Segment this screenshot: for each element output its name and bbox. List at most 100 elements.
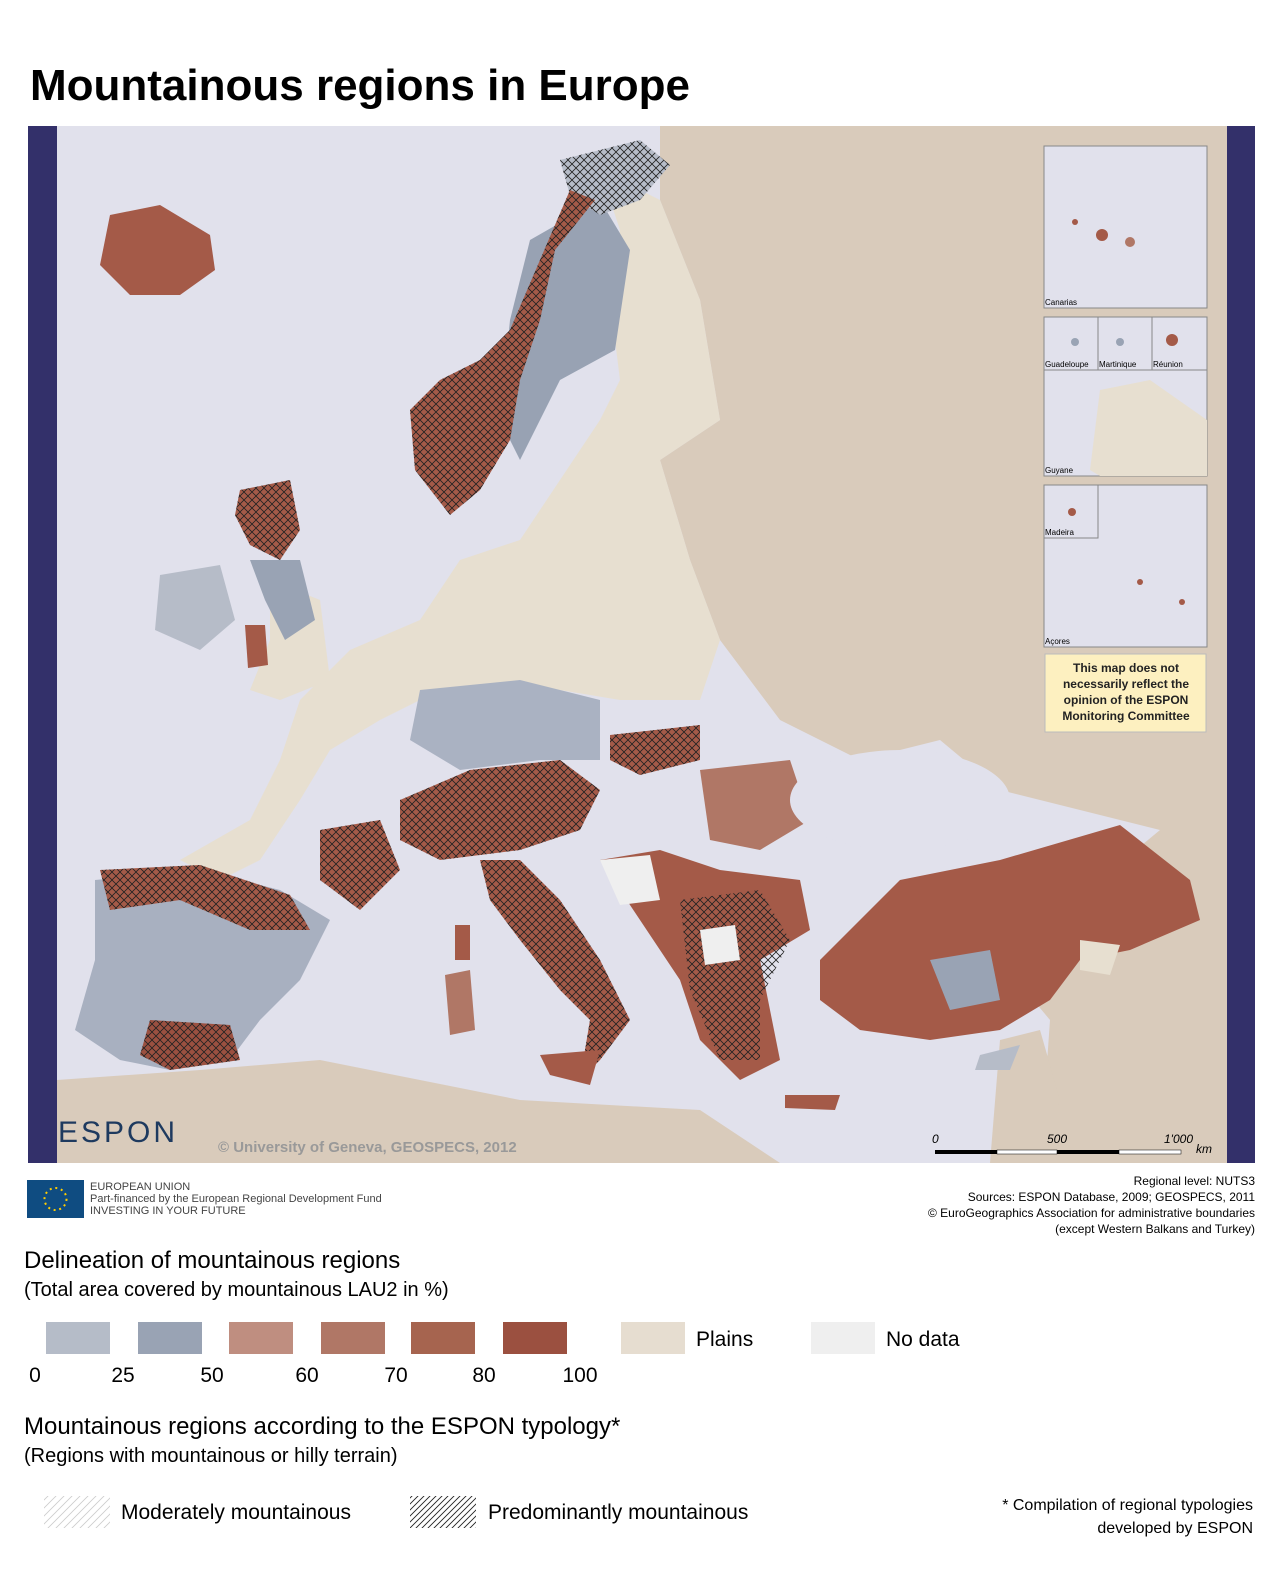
wales — [245, 625, 268, 668]
black-sea — [790, 750, 1010, 850]
swatch — [138, 1322, 202, 1354]
disclaimer: This map does not necessarily reflect th… — [1062, 661, 1190, 723]
inset-label: Madeira — [1045, 528, 1074, 537]
legend-breaks: 0 25 50 60 70 80 100 — [29, 1364, 597, 1387]
guyane-land — [1090, 380, 1207, 476]
plains-label: Plains — [696, 1328, 753, 1351]
iceland — [100, 205, 215, 295]
cantabria-hatch — [100, 865, 310, 930]
footnote-line: developed by ESPON — [1097, 1520, 1253, 1537]
scale-bar: 0 500 1'000 km — [932, 1132, 1212, 1156]
north-africa — [57, 1060, 780, 1163]
bosnia-no-data — [600, 855, 660, 905]
eu-stars — [43, 1187, 68, 1211]
scale-segment — [935, 1150, 997, 1154]
island — [1071, 338, 1079, 346]
swatch-predominant — [410, 1496, 476, 1528]
sardinia — [445, 970, 475, 1035]
massif-central-hatch — [320, 820, 400, 910]
crete — [785, 1095, 840, 1110]
inset-box — [1043, 145, 1208, 309]
plains — [180, 170, 720, 880]
eu-line: Part-financed by the European Regional D… — [90, 1193, 382, 1205]
inset-label: Canarias — [1045, 298, 1077, 307]
typology-label: Predominantly mountainous — [488, 1501, 748, 1524]
source-line: Sources: ESPON Database, 2009; GEOSPECS,… — [968, 1190, 1256, 1204]
disclaimer-line: Monitoring Committee — [1062, 709, 1190, 723]
inset-label: Réunion — [1153, 360, 1183, 369]
carpathians-north-hatch — [610, 725, 700, 775]
left-bar — [28, 126, 57, 1163]
inset-label: Açores — [1045, 637, 1070, 646]
source-line: © EuroGeographics Association for admini… — [928, 1206, 1255, 1220]
disclaimer-line: necessarily reflect the — [1063, 677, 1189, 691]
island — [1072, 219, 1078, 225]
swatch-plains — [621, 1322, 685, 1354]
scale-label: 1'000 — [1164, 1132, 1193, 1146]
legend-swatches — [46, 1322, 875, 1354]
island — [1137, 579, 1143, 585]
copyright: © University of Geneva, GEOSPECS, 2012 — [218, 1139, 517, 1156]
break-label: 60 — [295, 1364, 318, 1387]
scale-segment — [1057, 1150, 1119, 1154]
inset-label: Guadeloupe — [1045, 360, 1089, 369]
italy-hatch — [480, 860, 630, 1080]
romania — [700, 760, 810, 850]
source-line: Regional level: NUTS3 — [1134, 1174, 1256, 1188]
inset-label: Martinique — [1099, 360, 1137, 369]
sources: Regional level: NUTS3 Sources: ESPON Dat… — [928, 1174, 1255, 1236]
break-label: 100 — [562, 1364, 597, 1387]
legend-title: Delineation of mountainous regions — [24, 1247, 400, 1274]
legend-title: Mountainous regions according to the ESP… — [24, 1413, 620, 1440]
eu-flag — [27, 1180, 84, 1218]
ireland — [155, 565, 235, 650]
island — [1179, 599, 1185, 605]
disclaimer-box — [1044, 653, 1207, 733]
source-line: (except Western Balkans and Turkey) — [1055, 1222, 1255, 1236]
map: Canarias Guadeloupe Martinique Réunion G… — [28, 126, 1255, 1163]
inset-box — [1097, 316, 1153, 371]
scale-label: 500 — [1047, 1132, 1067, 1146]
break-label: 80 — [472, 1364, 495, 1387]
break-label: 0 — [29, 1364, 41, 1387]
disclaimer-line: opinion of the ESPON — [1064, 693, 1189, 707]
norway-hatch — [410, 190, 595, 515]
island — [1166, 334, 1178, 346]
swatch — [229, 1322, 293, 1354]
central-uplands — [410, 680, 600, 770]
swatch-moderate — [44, 1496, 110, 1528]
title: Mountainous regions in Europe — [30, 61, 690, 110]
eu-line: EUROPEAN UNION — [90, 1181, 190, 1193]
break-label: 70 — [384, 1364, 407, 1387]
macedonia-no-data — [700, 925, 740, 965]
central-anatolia — [930, 950, 1000, 1010]
no-data-label: No data — [886, 1328, 960, 1351]
espon-logo: ESPON — [58, 1116, 178, 1149]
sierra-nevada-hatch — [140, 1020, 240, 1070]
island — [1125, 237, 1135, 247]
cyprus — [975, 1045, 1020, 1070]
inset-labels: Canarias Guadeloupe Martinique Réunion G… — [1045, 298, 1183, 646]
north-cape-hatch — [560, 140, 670, 215]
sweden — [500, 200, 630, 460]
eu-text: EUROPEAN UNION Part-financed by the Euro… — [90, 1181, 382, 1217]
scale-segment — [996, 1149, 1058, 1155]
legend-subtitle: (Regions with mountainous or hilly terra… — [24, 1445, 398, 1467]
eu-line: INVESTING IN YOUR FUTURE — [90, 1205, 246, 1217]
alps-hatch — [400, 760, 600, 860]
harran-plain — [1080, 940, 1120, 975]
break-label: 25 — [111, 1364, 134, 1387]
swatch-no-data — [811, 1322, 875, 1354]
swatch — [321, 1322, 385, 1354]
island — [1116, 338, 1124, 346]
inset-label: Guyane — [1045, 466, 1074, 475]
scale-label: 0 — [932, 1132, 939, 1146]
north-england — [250, 560, 315, 640]
typology-label: Moderately mountainous — [121, 1501, 351, 1524]
legend-subtitle: (Total area covered by mountainous LAU2 … — [24, 1279, 449, 1301]
scale-segment — [1118, 1149, 1182, 1155]
right-bar — [1227, 126, 1255, 1163]
corsica — [455, 925, 470, 960]
island — [1068, 508, 1076, 516]
